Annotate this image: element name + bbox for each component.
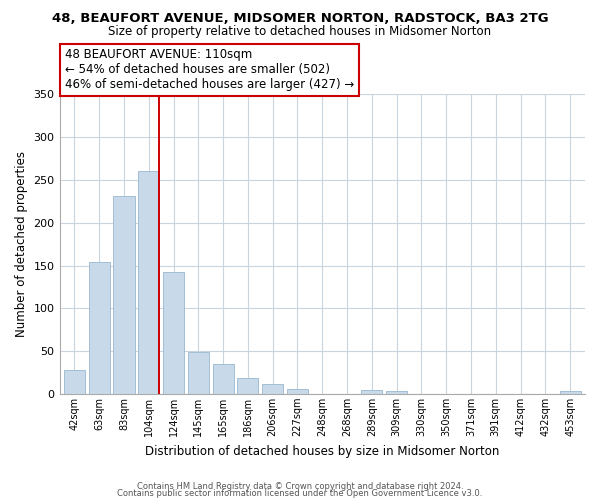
Bar — [64, 370, 85, 394]
Text: Size of property relative to detached houses in Midsomer Norton: Size of property relative to detached ho… — [109, 25, 491, 38]
Bar — [262, 384, 283, 394]
Text: 48, BEAUFORT AVENUE, MIDSOMER NORTON, RADSTOCK, BA3 2TG: 48, BEAUFORT AVENUE, MIDSOMER NORTON, RA… — [52, 12, 548, 26]
Bar — [386, 392, 407, 394]
Bar — [212, 364, 233, 394]
Bar — [113, 196, 134, 394]
Bar — [138, 172, 160, 394]
Bar — [163, 272, 184, 394]
Text: Contains HM Land Registry data © Crown copyright and database right 2024.: Contains HM Land Registry data © Crown c… — [137, 482, 463, 491]
Bar — [188, 352, 209, 394]
Bar — [560, 392, 581, 394]
Text: 48 BEAUFORT AVENUE: 110sqm
← 54% of detached houses are smaller (502)
46% of sem: 48 BEAUFORT AVENUE: 110sqm ← 54% of deta… — [65, 48, 354, 92]
Bar — [287, 389, 308, 394]
X-axis label: Distribution of detached houses by size in Midsomer Norton: Distribution of detached houses by size … — [145, 444, 499, 458]
Y-axis label: Number of detached properties: Number of detached properties — [15, 151, 28, 337]
Bar — [238, 378, 259, 394]
Bar — [361, 390, 382, 394]
Bar — [89, 262, 110, 394]
Text: Contains public sector information licensed under the Open Government Licence v3: Contains public sector information licen… — [118, 490, 482, 498]
